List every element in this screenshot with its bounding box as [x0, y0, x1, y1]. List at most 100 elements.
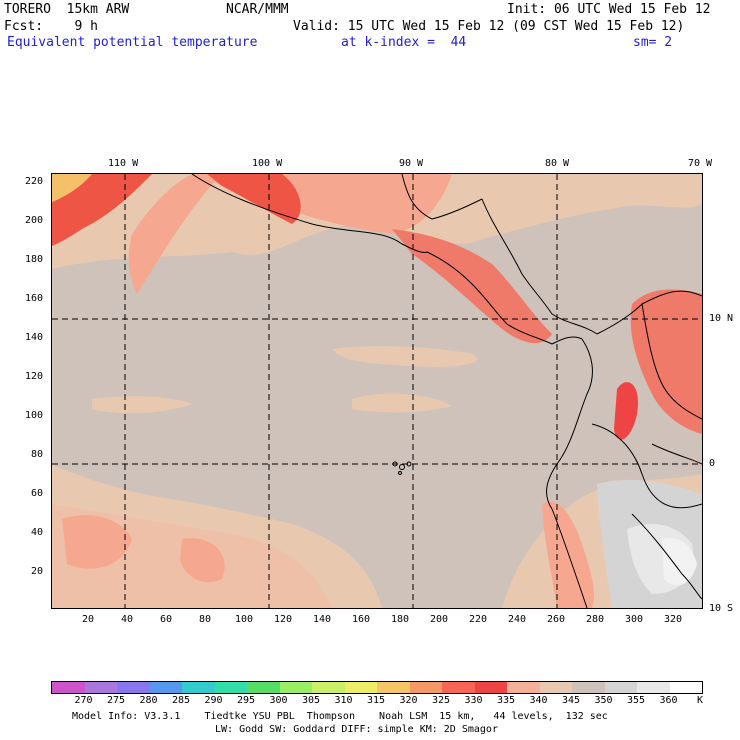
colorbar-unit: K [697, 695, 704, 706]
border-brazil [651, 443, 702, 465]
x-tick: 280 [586, 614, 605, 625]
model-info: Model Info: V3.3.1 Tiedtke YSU PBL Thomp… [72, 711, 608, 722]
colorbar-level-label: 305 [302, 695, 321, 706]
y-tick: 40 [31, 527, 44, 538]
coastline-caribbean [481, 198, 598, 335]
colorbar-level-label: 310 [334, 695, 353, 706]
colorbar-swatch [279, 682, 312, 693]
field-blob-335 [180, 538, 225, 583]
x-tick: 120 [274, 614, 293, 625]
x-tick: 300 [625, 614, 644, 625]
lon-label-80w: 80 W [545, 158, 570, 169]
coastline-gulf [401, 174, 483, 220]
lon-label-70w: 70 W [688, 158, 713, 169]
colorbar-swatch [52, 682, 85, 693]
field-streak-335 [128, 174, 222, 294]
colorbar-level-label: 330 [464, 695, 483, 706]
colorbar [51, 681, 703, 694]
organization: NCAR/MMM [226, 2, 289, 17]
colorbar-swatch [149, 682, 182, 693]
colorbar-swatch [377, 682, 410, 693]
colorbar-swatch [604, 682, 637, 693]
physics-info: LW: Godd SW: Goddard DIFF: simple KM: 2D… [215, 724, 498, 735]
field-region-330-central-america [392, 229, 552, 344]
colorbar-level-label: 280 [139, 695, 158, 706]
y-tick: 140 [25, 332, 44, 343]
x-tick: 20 [82, 614, 95, 625]
field-region-330-colombia [630, 289, 702, 434]
colorbar-level-label: 360 [659, 695, 678, 706]
border-ecuador-peru [591, 423, 702, 509]
field-region-360-andes [662, 537, 697, 586]
colorbar-level-label: 335 [497, 695, 516, 706]
coastline-central-america [426, 251, 583, 345]
field-streak-345 [352, 393, 452, 413]
y-tick: 100 [25, 410, 44, 421]
colorbar-swatch [247, 682, 280, 693]
colorbar-level-label: 290 [204, 695, 223, 706]
lon-label-90w: 90 W [399, 158, 424, 169]
graticule [52, 174, 702, 608]
x-tick: 40 [121, 614, 134, 625]
field-band-320 [52, 174, 92, 202]
field-region-330-mexico [207, 174, 301, 224]
x-tick: 60 [160, 614, 173, 625]
x-tick: 180 [391, 614, 410, 625]
y-tick: 20 [31, 566, 44, 577]
colorbar-level-label: 345 [562, 695, 581, 706]
colorbar-swatch [214, 682, 247, 693]
smoothing: sm= 2 [633, 35, 673, 50]
forecast-hour: Fcst: 9 h [4, 19, 98, 34]
x-tick: 320 [664, 614, 683, 625]
colorbar-swatch [312, 682, 345, 693]
field-name: Equivalent potential temperature [7, 35, 258, 50]
colorbar-swatch [84, 682, 117, 693]
map-panel [51, 173, 703, 609]
colorbar-level-label: 350 [594, 695, 613, 706]
colorbar-level-label: 320 [399, 695, 418, 706]
colorbar-swatch [637, 682, 670, 693]
y-tick: 120 [25, 371, 44, 382]
lon-label-110w: 110 W [108, 158, 139, 169]
colorbar-level-label: 285 [172, 695, 191, 706]
border-peru-bolivia [631, 513, 702, 600]
galapagos-island [398, 471, 402, 475]
colorbar-level-label: 315 [367, 695, 386, 706]
x-tick: 140 [313, 614, 332, 625]
init-time: Init: 06 UTC Wed 15 Feb 12 [507, 2, 711, 17]
y-tick: 60 [31, 488, 44, 499]
field-region-325-colombia [614, 382, 638, 440]
colorbar-swatch [539, 682, 572, 693]
level-index: at k-index = 44 [341, 35, 467, 50]
x-tick: 80 [199, 614, 212, 625]
colorbar-swatch [117, 682, 150, 693]
x-tick: 100 [235, 614, 254, 625]
field-region-335-peru [542, 501, 594, 608]
lat-label-10n: 10 N [709, 313, 734, 324]
y-tick: 180 [25, 254, 44, 265]
colorbar-level-label: 325 [432, 695, 451, 706]
y-tick: 220 [25, 176, 44, 187]
colorbar-level-label: 295 [237, 695, 256, 706]
colorbar-level-label: 355 [627, 695, 646, 706]
x-tick: 200 [430, 614, 449, 625]
colorbar-swatch [474, 682, 507, 693]
field-blob-335 [62, 515, 132, 569]
y-tick: 160 [25, 293, 44, 304]
y-tick: 80 [31, 449, 44, 460]
lat-label-10s: 10 S [709, 603, 734, 614]
lat-label-0: 0 [709, 458, 716, 469]
lon-label-100w: 100 W [252, 158, 283, 169]
x-tick: 160 [352, 614, 371, 625]
colorbar-level-label: 270 [74, 695, 93, 706]
field-streak-345 [92, 396, 192, 414]
x-tick: 220 [469, 614, 488, 625]
colorbar-swatch [442, 682, 475, 693]
y-tick: 200 [25, 215, 44, 226]
map-svg [52, 174, 702, 608]
colorbar-level-label: 275 [107, 695, 126, 706]
border-colombia-venezuela [641, 303, 702, 420]
colorbar-level-label: 300 [269, 695, 288, 706]
model-name: TORERO 15km ARW [4, 2, 130, 17]
valid-time: Valid: 15 UTC Wed 15 Feb 12 (09 CST Wed … [293, 19, 685, 34]
